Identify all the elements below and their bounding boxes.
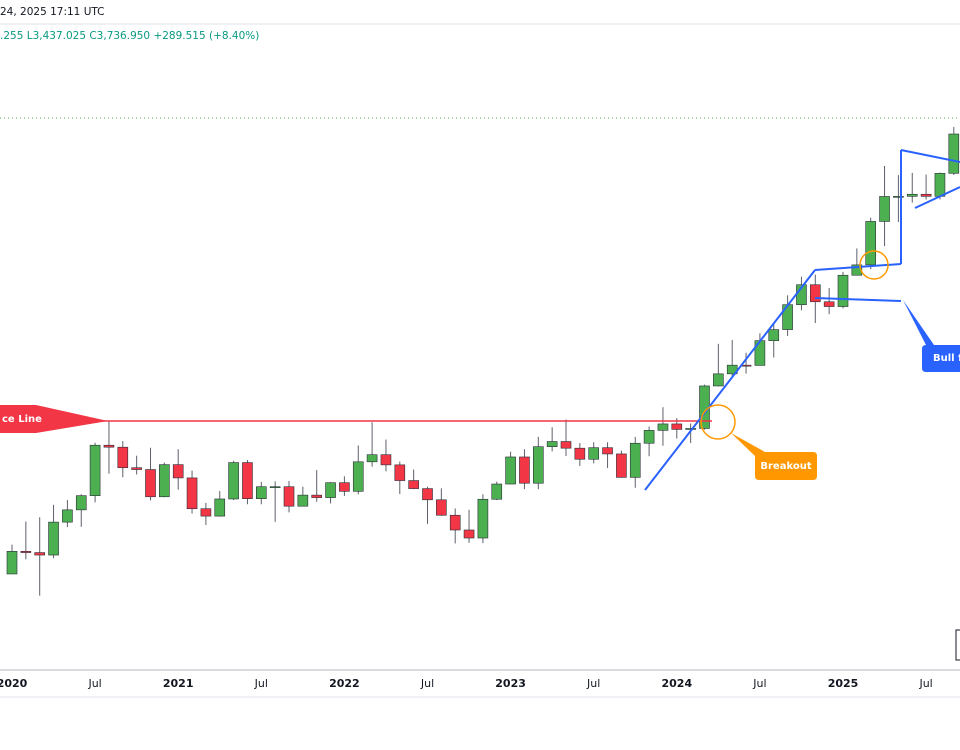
candle-body [713, 373, 724, 387]
flag-bottom [814, 297, 902, 302]
candle-body [339, 482, 350, 492]
candle-body [449, 514, 461, 531]
candle-body [325, 482, 336, 498]
candle-body [574, 447, 586, 460]
candle-body [297, 494, 309, 507]
candle-body [893, 196, 904, 198]
toolbar-button[interactable] [955, 629, 960, 661]
candle-body [422, 488, 433, 501]
pennant-top [900, 149, 960, 163]
candle-body [546, 441, 558, 447]
candle-body [242, 462, 253, 499]
candle-body [214, 498, 226, 517]
bull-flag-label: Bull fl [933, 353, 960, 364]
x-tick-label: Jul [254, 677, 268, 690]
flag-top [814, 263, 902, 271]
candle-body [145, 469, 156, 498]
x-tick-label: Jul [586, 677, 600, 690]
x-tick-label: 2025 [828, 677, 859, 690]
candle-body [20, 551, 32, 553]
candle-body [823, 301, 835, 307]
candle-body [408, 480, 419, 489]
candle-body [920, 193, 932, 197]
candle-body [879, 196, 890, 222]
resistance-label-box [0, 405, 108, 433]
candle-body [768, 329, 780, 341]
candle-body [560, 441, 572, 449]
candle-body [75, 495, 87, 511]
breakout-label-box [731, 433, 817, 480]
date-header: 24, 2025 17:11 UTC [0, 6, 105, 18]
candle-body [62, 509, 73, 523]
candle-body [103, 444, 115, 448]
candle-body [172, 464, 184, 479]
candle-body [643, 430, 655, 444]
candle-body [48, 521, 59, 556]
candle-body [89, 444, 101, 496]
candle-body [311, 494, 323, 498]
candle-body [131, 467, 142, 470]
candle-body [255, 486, 267, 499]
x-tick-label: 2021 [163, 677, 194, 690]
candle-body [380, 454, 392, 466]
candle-body [519, 456, 530, 484]
candle-body [200, 508, 212, 517]
x-tick-label: 2023 [495, 677, 526, 690]
candle-body [657, 423, 669, 431]
candle-body [671, 423, 683, 430]
pennant-bottom [914, 186, 960, 209]
breakout-circle [700, 404, 736, 440]
bull-flag-label-box [903, 300, 960, 372]
candle-body [505, 456, 516, 485]
x-tick-label: Jul [420, 677, 434, 690]
candle-body [159, 464, 170, 498]
candle-body [283, 486, 295, 507]
candle-body [491, 483, 503, 500]
candle-body [366, 454, 378, 463]
resistance-label: ce Line [2, 414, 42, 425]
x-tick-label: Jul [918, 677, 932, 690]
candle-body [588, 447, 600, 460]
candle-body [837, 274, 849, 307]
retest-circle [859, 250, 889, 280]
candle-body [186, 477, 198, 510]
candle-body [6, 551, 18, 575]
candle-body [865, 221, 877, 266]
candle-body [532, 446, 544, 484]
x-tick-label: 2022 [329, 677, 360, 690]
candle-body [616, 453, 627, 478]
candle-body [629, 442, 641, 478]
x-tick-label: 2020 [0, 677, 28, 690]
candle-body [34, 552, 46, 556]
candle-body [352, 461, 364, 492]
candle-body [394, 464, 406, 481]
candle-body [906, 193, 918, 197]
candle-body [851, 264, 863, 276]
candle-body [228, 462, 239, 500]
candles [6, 127, 960, 596]
candle-body [948, 133, 960, 174]
candle-body [809, 284, 821, 303]
x-tick-label: 2024 [661, 677, 692, 690]
x-tick-label: Jul [87, 677, 101, 690]
candle-body [117, 446, 129, 469]
candle-body [934, 172, 946, 197]
candle-body [477, 498, 489, 539]
candle-body [602, 447, 613, 455]
candle-body [463, 529, 475, 539]
candle-body [436, 499, 447, 516]
x-tick-label: Jul [752, 677, 766, 690]
trend-line [644, 269, 816, 491]
ohlc-header: .255 L3,437.025 C3,736.950 +289.515 (+8.… [0, 30, 259, 42]
candle-body [269, 486, 281, 489]
breakout-label: Breakout [760, 461, 811, 472]
